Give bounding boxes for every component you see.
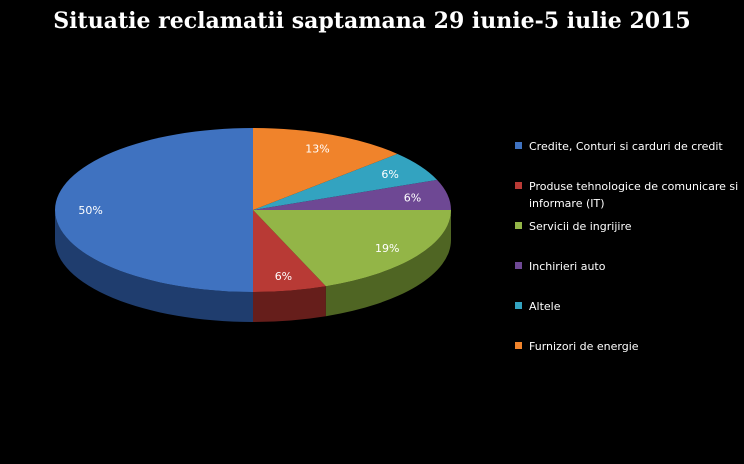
chart-title: Situatie reclamatii saptamana 29 iunie-5… xyxy=(53,8,691,34)
pie-side-walls xyxy=(55,210,451,322)
legend-label-3: Inchirieri auto xyxy=(529,260,606,273)
pie-slice-0 xyxy=(55,128,253,292)
pie-top xyxy=(55,128,451,292)
pie-slice-4 xyxy=(253,153,438,210)
pie-slice-2 xyxy=(253,210,451,287)
legend-label-2: Servicii de ingrijire xyxy=(529,220,632,233)
slice-label-3: 6% xyxy=(404,191,421,204)
legend-item-5: Furnizori de energie xyxy=(515,338,740,355)
legend-swatch-4 xyxy=(515,302,522,309)
legend-item-4: Altele xyxy=(515,298,740,315)
slice-side-2 xyxy=(325,210,451,317)
slice-label-4: 6% xyxy=(381,168,398,181)
legend-label-4: Altele xyxy=(529,300,561,313)
slice-label-1: 6% xyxy=(275,270,292,283)
legend-item-2: Servicii de ingrijire xyxy=(515,218,740,235)
pie-slice-5 xyxy=(253,128,398,210)
legend-item-3: Inchirieri auto xyxy=(515,258,740,275)
legend-label-1: Produse tehnologice de comunicare si inf… xyxy=(529,180,739,210)
legend-swatch-3 xyxy=(515,262,522,269)
slice-label-5: 13% xyxy=(305,142,329,155)
pie-slice-3 xyxy=(253,179,451,210)
legend-swatch-1 xyxy=(515,182,522,189)
legend-item-1: Produse tehnologice de comunicare si inf… xyxy=(515,178,740,212)
legend-swatch-5 xyxy=(515,342,522,349)
legend-item-0: Credite, Conturi si carduri de credit xyxy=(515,138,740,155)
pie-slice-1 xyxy=(253,210,326,292)
legend-swatch-2 xyxy=(515,222,522,229)
legend-swatch-0 xyxy=(515,142,522,149)
slice-side-1 xyxy=(253,286,326,322)
legend-label-5: Furnizori de energie xyxy=(529,340,639,353)
slice-label-2: 19% xyxy=(375,242,399,255)
slice-side-0 xyxy=(55,210,253,322)
slice-label-0: 50% xyxy=(78,204,102,217)
legend-label-0: Credite, Conturi si carduri de credit xyxy=(529,140,723,153)
